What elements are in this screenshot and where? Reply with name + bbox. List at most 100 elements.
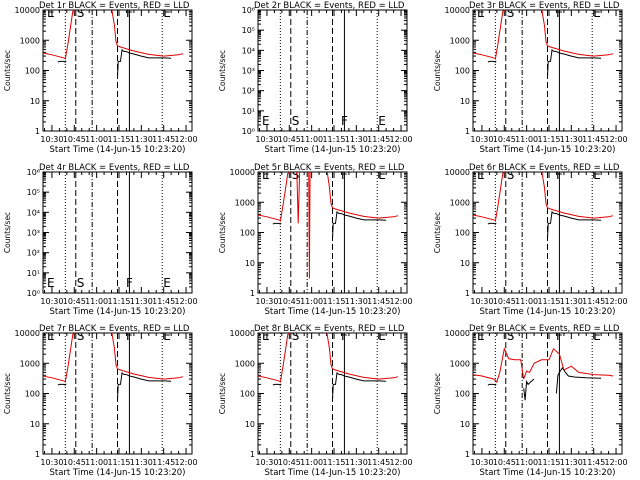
x-tick-label: 12:00 [605,458,628,467]
x-tick-label: 10:30 [470,458,493,467]
y-tick-label: 10⁶ [242,6,255,15]
x-tick-label: 11:45 [367,297,390,306]
x-tick-label: 11:15 [322,297,345,306]
marker-letter: F [126,276,133,290]
y-tick-label: 10⁵ [27,188,40,197]
y-axis-label: Counts/sec [433,50,442,91]
panel-7: Det 7r BLACK = Events, RED = LLD 1 10 100 10… [3,324,198,478]
x-tick-label: 12:00 [175,135,198,144]
marker-letter: F [341,329,348,343]
x-tick-label: 11:45 [582,297,605,306]
marker-letter: E [47,6,55,20]
y-tick-label: 1000 [450,198,470,207]
lld-series-line [258,172,399,279]
x-tick-label: 10:30 [40,297,63,306]
marker-letter: E [593,6,601,20]
y-tick-label: 10 [245,420,255,429]
x-axis-label: Start Time (14-Jun-15 10:23:20) [265,145,401,155]
y-tick-label: 1000 [450,359,470,368]
x-tick-label: 10:45 [278,458,301,467]
x-tick-label: 12:00 [390,297,413,306]
marker-letter: E [47,329,55,343]
events-series-line [487,222,497,225]
events-series-line [332,210,387,240]
x-tick-label: 10:45 [278,297,301,306]
x-tick-label: 10:45 [493,458,516,467]
y-axis-label: Counts/sec [3,50,12,91]
x-tick-label: 11:45 [152,297,175,306]
panel-title: Det 6r BLACK = Events, RED = LLD [469,163,620,173]
y-tick-label: 1 [35,127,40,136]
y-tick-label: 1 [465,450,470,459]
marker-letter: F [556,6,563,20]
x-axis-label: Start Time (14-Jun-15 10:23:20) [480,468,616,478]
x-tick-label: 11:15 [537,135,560,144]
y-tick-label: 10 [460,420,470,429]
x-tick-label: 11:30 [130,458,153,467]
y-axis-label: Counts/sec [3,373,12,414]
x-tick-label: 11:00 [85,135,108,144]
y-tick-label: 10 [245,259,255,268]
x-tick-label: 10:45 [493,135,516,144]
x-tick-label: 11:30 [345,135,368,144]
y-tick-label: 1 [465,127,470,136]
panel-title: Det 2r BLACK = Events, RED = LLD [254,1,405,11]
x-axis-label: Start Time (14-Jun-15 10:23:20) [50,468,186,478]
events-series-line [547,210,602,240]
y-tick-label: 10000 [445,168,470,177]
y-tick-label: 10000 [15,329,40,338]
x-tick-label: 11:15 [537,458,560,467]
x-tick-label: 11:00 [300,297,323,306]
panel-title: Det 8r BLACK = Events, RED = LLD [254,324,405,334]
y-tick-label: 100 [25,67,40,76]
y-tick-label: 1000 [20,36,40,45]
panel-title: Det 4r BLACK = Events, RED = LLD [39,163,190,173]
y-tick-label: 1000 [235,359,255,368]
marker-letter: S [77,276,85,290]
x-tick-label: 11:45 [582,135,605,144]
y-tick-label: 10² [27,249,40,258]
x-axis-label: Start Time (14-Jun-15 10:23:20) [265,468,401,478]
marker-letter: E [477,6,485,20]
events-series-line [57,60,67,63]
y-axis-label: Counts/sec [218,373,227,414]
panel-title: Det 9r BLACK = Events, RED = LLD [469,324,620,334]
x-tick-label: 12:00 [175,297,198,306]
x-axis-label: Start Time (14-Jun-15 10:23:20) [265,307,401,317]
y-tick-label: 100 [455,67,470,76]
x-tick-label: 10:45 [493,297,516,306]
marker-letter: S [507,329,515,343]
x-tick-label: 11:00 [85,458,108,467]
x-tick-label: 10:30 [255,135,278,144]
x-tick-label: 11:30 [560,135,583,144]
y-tick-label: 1 [35,450,40,459]
marker-letter: E [163,276,171,290]
x-tick-label: 11:00 [300,458,323,467]
y-tick-label: 10⁵ [242,26,255,35]
x-tick-label: 11:45 [152,458,175,467]
x-tick-label: 11:30 [345,297,368,306]
y-tick-label: 10¹ [242,107,255,116]
x-tick-label: 10:45 [63,458,86,467]
marker-letter: E [47,276,55,290]
lld-series-line [473,172,614,222]
x-tick-label: 11:30 [560,297,583,306]
y-tick-label: 10¹ [27,269,40,278]
panel-1: Det 1r BLACK = Events, RED = LLD 1 10 100 10… [3,1,198,155]
x-tick-label: 10:30 [255,297,278,306]
y-tick-label: 10³ [242,67,255,76]
panel-title: Det 1r BLACK = Events, RED = LLD [39,1,190,11]
events-series-line [272,383,282,386]
lld-series-line [473,10,614,60]
marker-letter: S [507,168,515,182]
x-tick-label: 11:30 [130,135,153,144]
panel-4: Det 4r BLACK = Events, RED = LLD 10⁰ 10¹ 10… [3,163,198,317]
x-tick-label: 12:00 [605,135,628,144]
y-tick-label: 10000 [230,329,255,338]
